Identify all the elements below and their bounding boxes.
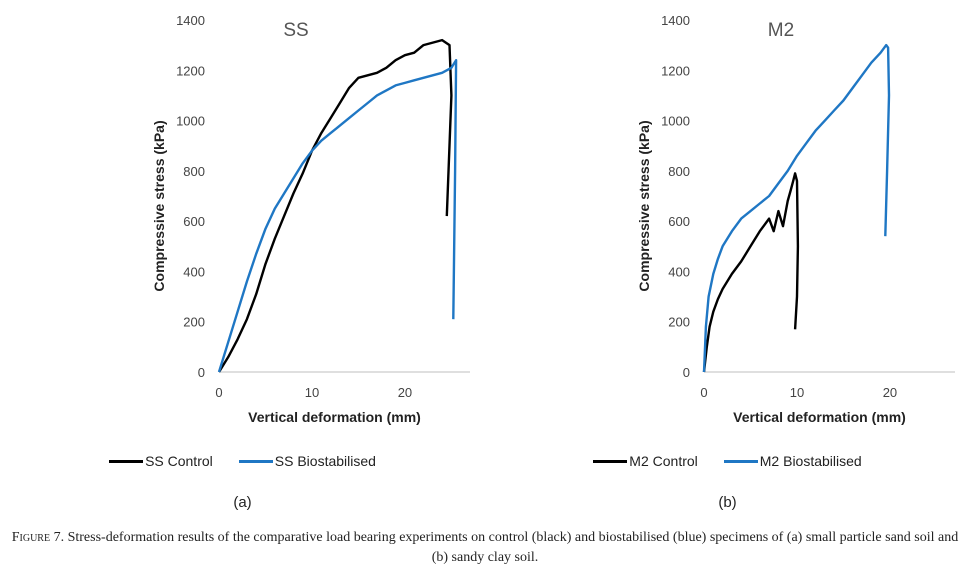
legend-swatch-ss-biostabilised — [238, 459, 273, 463]
figure-caption: Figure 7. Stress-deformation results of … — [8, 528, 962, 568]
caption-text: 7. Stress-deformation results of the com… — [50, 530, 959, 565]
chart-title: SS — [283, 20, 308, 41]
x-tick-label: 10 — [305, 385, 319, 400]
y-tick-label: 1200 — [661, 63, 690, 78]
x-axis-title: Vertical deformation (mm) — [733, 409, 906, 425]
y-tick-label: 800 — [183, 164, 205, 179]
series-line-ss-control — [217, 38, 453, 373]
legend-item-ss-biostabilised: SS Biostabilised — [238, 453, 376, 469]
chart-b-svg: 0 200 400 600 800 1000 1200 1400 0 10 20 Vertical d… — [636, 13, 955, 425]
legend-item-m2-biostabilised: M2 Biostabilised — [723, 453, 862, 469]
legend-label-ss-control: SS Control — [145, 453, 213, 469]
y-tick-label: 600 — [668, 214, 690, 229]
y-tick-label: 0 — [198, 365, 205, 380]
y-tick-label: 400 — [183, 264, 205, 279]
series-line-m2-biostabilised — [702, 43, 891, 373]
y-tick-label: 1400 — [661, 13, 690, 28]
chart-panel-b: 0 200 400 600 800 1000 1200 1400 0 10 20 Vertical d… — [485, 0, 970, 520]
legend-label-m2-biostabilised: M2 Biostabilised — [759, 453, 862, 469]
y-tick-label: 400 — [668, 264, 690, 279]
legend-swatch-m2-biostabilised — [723, 459, 758, 463]
y-tick-label: 200 — [668, 315, 690, 330]
x-tick-label: 0 — [700, 385, 707, 400]
series-line-m2-control — [702, 172, 800, 373]
chart-panel-a: 0 200 400 600 800 1000 1200 1400 0 10 20 Vertical d… — [0, 0, 485, 520]
x-axis-title: Vertical deformation (mm) — [248, 409, 421, 425]
legend-swatch-ss-control — [109, 459, 144, 463]
y-tick-label: 1400 — [176, 13, 205, 28]
y-tick-label: 1000 — [176, 114, 205, 129]
chart-title: M2 — [768, 20, 794, 41]
panel-label-b: (b) — [718, 494, 737, 511]
y-tick-label: 200 — [183, 315, 205, 330]
y-axis-title: Compressive stress (kPa) — [636, 120, 652, 291]
series-line-ss-biostabilised — [217, 59, 458, 373]
y-axis-title: Compressive stress (kPa) — [151, 120, 167, 291]
y-tick-label: 0 — [683, 365, 690, 380]
y-tick-label: 600 — [183, 214, 205, 229]
panel-label-a: (a) — [233, 494, 252, 511]
x-tick-label: 20 — [883, 385, 897, 400]
x-tick-label: 0 — [215, 385, 222, 400]
y-tick-label: 1200 — [176, 63, 205, 78]
x-tick-label: 10 — [790, 385, 804, 400]
legend-label-m2-control: M2 Control — [629, 453, 698, 469]
y-tick-label: 1000 — [661, 114, 690, 129]
legend-b: M2 Control M2 Biostabilised — [485, 453, 970, 469]
legend-item-m2-control: M2 Control — [593, 453, 698, 469]
x-tick-label: 20 — [398, 385, 412, 400]
chart-a-svg: 0 200 400 600 800 1000 1200 1400 0 10 20 Vertical d… — [151, 13, 470, 425]
caption-prefix: Figure — [11, 530, 51, 545]
legend-label-ss-biostabilised: SS Biostabilised — [274, 453, 376, 469]
y-tick-label: 800 — [668, 164, 690, 179]
legend-a: SS Control SS Biostabilised — [0, 453, 485, 469]
legend-item-ss-control: SS Control — [109, 453, 213, 469]
legend-swatch-m2-control — [593, 459, 628, 463]
